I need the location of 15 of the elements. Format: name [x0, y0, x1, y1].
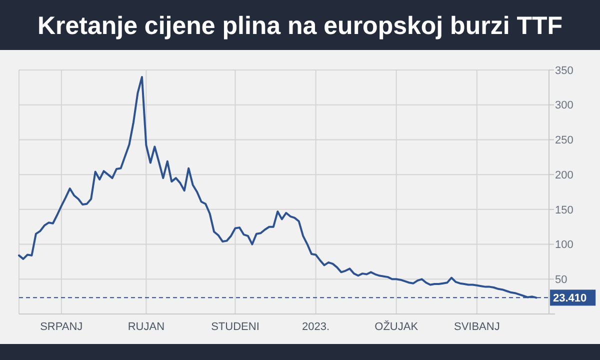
y-tick-label: 50 — [555, 274, 568, 286]
x-tick-label: STUDENI — [211, 321, 260, 333]
x-tick-label: SVIBANJ — [454, 321, 500, 333]
y-tick-label: 300 — [555, 100, 574, 112]
y-tick-label: 200 — [555, 169, 574, 182]
x-tick-label: RUJAN — [128, 321, 165, 333]
y-tick-label: 250 — [555, 134, 574, 147]
x-tick-label: SRPANJ — [40, 321, 83, 333]
y-tick-label: 150 — [555, 204, 574, 216]
chart-title: Kretanje cijene plina na europskoj burzi TTF — [37, 12, 563, 40]
ref-line-label: 23.410 — [553, 292, 587, 305]
x-tick-label: OŽUJAK — [374, 320, 419, 333]
y-tick-label: 100 — [555, 239, 574, 252]
y-tick-label: 350 — [555, 64, 574, 77]
x-tick-label: 2023. — [302, 321, 330, 333]
